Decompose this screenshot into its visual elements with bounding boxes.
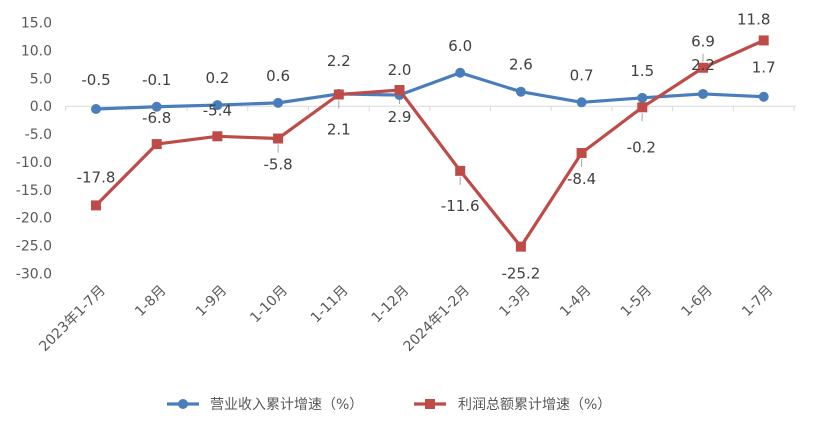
profit-growth-point [759, 35, 769, 45]
profit-growth-point [577, 148, 587, 158]
legend-label: 营业收入累计增速（%） [210, 397, 363, 413]
revenue-data-label: 0.2 [205, 69, 229, 87]
revenue-data-label: 1.5 [630, 62, 654, 80]
profit-data-label: -17.8 [77, 168, 116, 186]
revenue-data-label: 2.2 [327, 52, 351, 70]
y-tick-label: -20.0 [16, 211, 52, 227]
x-tick-label: 1-7月 [739, 283, 776, 320]
x-tick-label: 1-6月 [678, 283, 715, 320]
x-tick-label: 2023年1-7月 [36, 283, 108, 355]
profit-data-label: -0.2 [627, 138, 656, 156]
profit-data-label: -8.4 [567, 170, 596, 188]
series-lines [91, 35, 769, 251]
x-tick-label: 1-3月 [496, 283, 533, 320]
legend-label: 利润总额累计增速（%） [458, 397, 611, 413]
profit-growth-point [516, 242, 526, 252]
profit-growth-point [637, 102, 647, 112]
profit-growth-point [273, 134, 283, 144]
revenue-growth-line [96, 73, 764, 109]
y-tick-label: -25.0 [16, 239, 52, 255]
legend-item-revenue: 营业收入累计增速（%） [167, 397, 363, 413]
profit-growth-point [212, 131, 222, 141]
profit-growth-point [91, 200, 101, 210]
profit-data-label: 6.9 [691, 33, 715, 51]
x-tick-label: 1-11月 [308, 283, 352, 327]
profit-data-label: -5.4 [203, 101, 232, 119]
profit-data-label: 11.8 [737, 10, 770, 28]
y-tick-label: 10.0 [21, 43, 52, 59]
legend-item-profit: 利润总额累计增速（%） [414, 397, 611, 413]
profit-data-label: -25.2 [501, 265, 540, 283]
revenue-growth-point [516, 87, 526, 97]
y-tick-label: 0.0 [30, 99, 52, 115]
revenue-growth-point [91, 104, 101, 114]
profit-data-label: -5.8 [263, 156, 292, 174]
revenue-data-label: 2.2 [691, 56, 715, 74]
revenue-growth-point [759, 92, 769, 102]
profit-data-label: 2.1 [327, 120, 351, 138]
profit-data-label: -6.8 [142, 109, 171, 127]
x-tick-label: 1-12月 [369, 283, 413, 327]
revenue-growth-point [455, 68, 465, 78]
revenue-data-label: -0.1 [142, 71, 171, 89]
profit-growth-line [96, 40, 764, 246]
y-tick-label: 15.0 [21, 16, 52, 32]
profit-data-label: 2.9 [388, 108, 412, 126]
revenue-data-label: 6.0 [448, 37, 472, 55]
profit-data-label: -11.6 [441, 197, 480, 215]
y-tick-label: -30.0 [16, 266, 52, 282]
x-tick-label: 1-5月 [618, 283, 655, 320]
revenue-data-label: 0.6 [266, 67, 290, 85]
legend-circle-marker [178, 399, 188, 409]
revenue-data-label: 0.7 [570, 66, 594, 84]
y-tick-label: 5.0 [30, 71, 52, 87]
y-tick-label: -10.0 [16, 155, 52, 171]
revenue-data-label: 2.0 [388, 61, 412, 79]
legend-square-marker [425, 399, 435, 409]
y-tick-label: -5.0 [25, 127, 52, 143]
revenue-growth-point [637, 93, 647, 103]
x-tick-label: 1-9月 [193, 283, 230, 320]
revenue-data-label: 1.7 [752, 59, 776, 77]
data-labels: -0.5 -0.1 0.2 0.6 2.2 2.0 6.0 2.6 0.7 1.5 2.2 1.7 -1… [77, 10, 776, 282]
profit-growth-point [152, 139, 162, 149]
revenue-growth-point [698, 89, 708, 99]
profit-growth-point [395, 85, 405, 95]
profit-growth-point [334, 89, 344, 99]
revenue-data-label: -0.5 [81, 71, 110, 89]
legend: 营业收入累计增速（%） 利润总额累计增速（%） [167, 397, 611, 413]
x-tick-label: 1-8月 [132, 283, 169, 320]
revenue-growth-point [577, 97, 587, 107]
profit-growth-point [455, 166, 465, 176]
y-tick-label: -15.0 [16, 183, 52, 199]
x-tick-label: 1-10月 [247, 283, 291, 327]
x-tick-label: 1-4月 [557, 283, 594, 320]
revenue-data-label: 2.6 [509, 56, 533, 74]
revenue-growth-point [273, 98, 283, 108]
